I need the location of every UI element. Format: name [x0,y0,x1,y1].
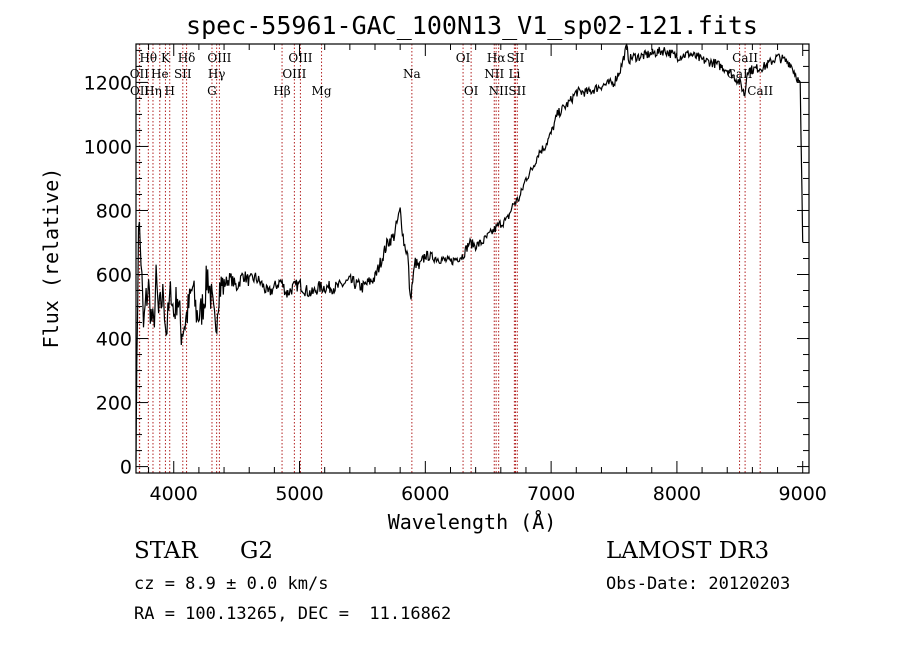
y-tick-label: 1200 [84,72,132,94]
x-axis-ticks: 4000 5000 6000 7000 8000 9000 [148,44,827,505]
spectral-line-label: CaII [732,51,758,65]
spectral-line-label: OII [130,67,150,81]
x-tick-label: 5000 [275,483,323,505]
spectral-line-label: Mg [312,84,332,98]
spectral-line-label: OIII [282,67,306,81]
coordinates: RA = 100.13265, DEC = 11.16862 [134,604,452,624]
spectral-line-label: G [207,84,217,98]
spectral-line-label: H [164,84,174,98]
y-tick-label: 400 [96,329,132,351]
x-tick-label: 4000 [150,483,198,505]
observation-date: Obs-Date: 20120203 [606,574,791,594]
y-tick-label: 0 [120,457,132,479]
spectral-line-label: SII [507,51,525,65]
spectral-line-label: Hγ [208,67,226,81]
spectral-line-label: SII [174,67,192,81]
spectral-line-label: OI [456,51,471,65]
spectral-line-label: OI [464,84,479,98]
spectral-line-label: OII [130,84,150,98]
x-tick-label: 7000 [527,483,575,505]
y-tick-label: 800 [96,200,132,222]
x-tick-label: 8000 [653,483,701,505]
spectral-line-markers [138,44,761,473]
object-type: STAR [134,538,198,564]
spectral-line-label: Hα [487,51,506,65]
plot-frame [135,43,810,474]
spectral-line-label: CaII [747,84,773,98]
spectral-line-label: NII [484,67,504,81]
spectral-line-label: He [151,67,169,81]
survey-name: LAMOST DR3 [606,538,770,564]
y-axis-ticks: 0 200 400 600 800 1000 1200 [84,49,809,479]
y-tick-label: 1000 [84,136,132,158]
object-subclass: G2 [240,538,274,564]
spectral-line-label: K [161,51,171,65]
spectral-line-label: Hδ [178,51,196,65]
redshift-velocity: cz = 8.9 ± 0.0 km/s [134,574,329,594]
spectral-line-label: NII [489,84,509,98]
spectral-line-label: Hθ [139,51,157,65]
spectral-line-label: Na [403,67,421,81]
y-axis-label: Flux (relative) [39,168,63,349]
spectrum-line [135,43,804,461]
x-tick-label: 6000 [401,483,449,505]
spectral-line-label: Li [508,67,520,81]
spectral-line-label: OIII [207,51,231,65]
y-tick-label: 200 [96,393,132,415]
spectral-line-label: OIII [288,51,312,65]
spectral-line-label: Hβ [273,84,290,98]
spectral-line-label: SII [508,84,526,98]
x-tick-label: 9000 [779,483,827,505]
chart-title: spec-55961-GAC_100N13_V1_sp02-121.fits [186,11,758,40]
x-axis-label: Wavelength (Å) [388,510,557,534]
y-tick-label: 600 [96,265,132,287]
spectral-line-label: Hη [144,84,162,98]
